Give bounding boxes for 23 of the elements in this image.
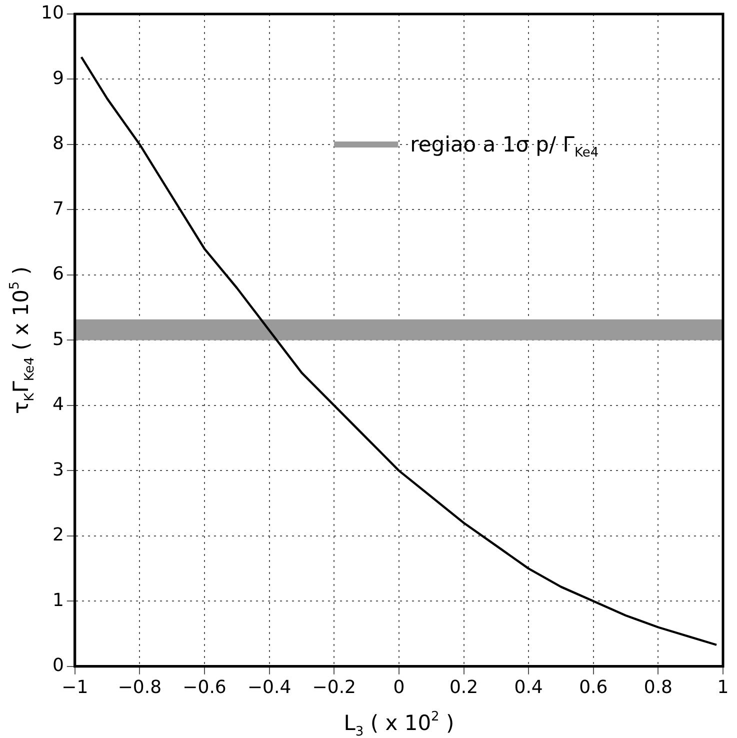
- x-tick-label: 0.4: [514, 676, 543, 698]
- y-tick-label: 0: [52, 655, 64, 676]
- y-tick-label: 5: [52, 328, 64, 350]
- y-tick-label: 8: [52, 133, 64, 154]
- x-tick-label: −0.8: [118, 676, 162, 698]
- y-tick-label: 10: [41, 2, 64, 24]
- x-tick-label: −0.4: [247, 676, 292, 698]
- y-tick-label: 1: [52, 590, 64, 611]
- x-tick-label: −0.2: [312, 676, 356, 698]
- x-tick-label: 0.2: [449, 676, 478, 698]
- y-tick-label: 2: [52, 524, 64, 546]
- y-tick-label: 6: [52, 264, 64, 285]
- y-tick-label: 9: [52, 68, 64, 89]
- x-tick-label: −0.6: [182, 676, 226, 698]
- y-tick-label: 4: [52, 394, 64, 416]
- x-tick-label: −1: [62, 676, 88, 698]
- x-tick-label: 1: [717, 676, 729, 698]
- y-axis-title: τKΓKe4 ( x 105 ): [8, 266, 38, 414]
- x-tick-label: 0.6: [579, 676, 608, 698]
- y-tick-label: 3: [52, 459, 64, 480]
- y-tick-label: 7: [52, 198, 64, 220]
- x-tick-label: 0.8: [644, 676, 673, 698]
- x-tick-label: 0: [393, 676, 405, 698]
